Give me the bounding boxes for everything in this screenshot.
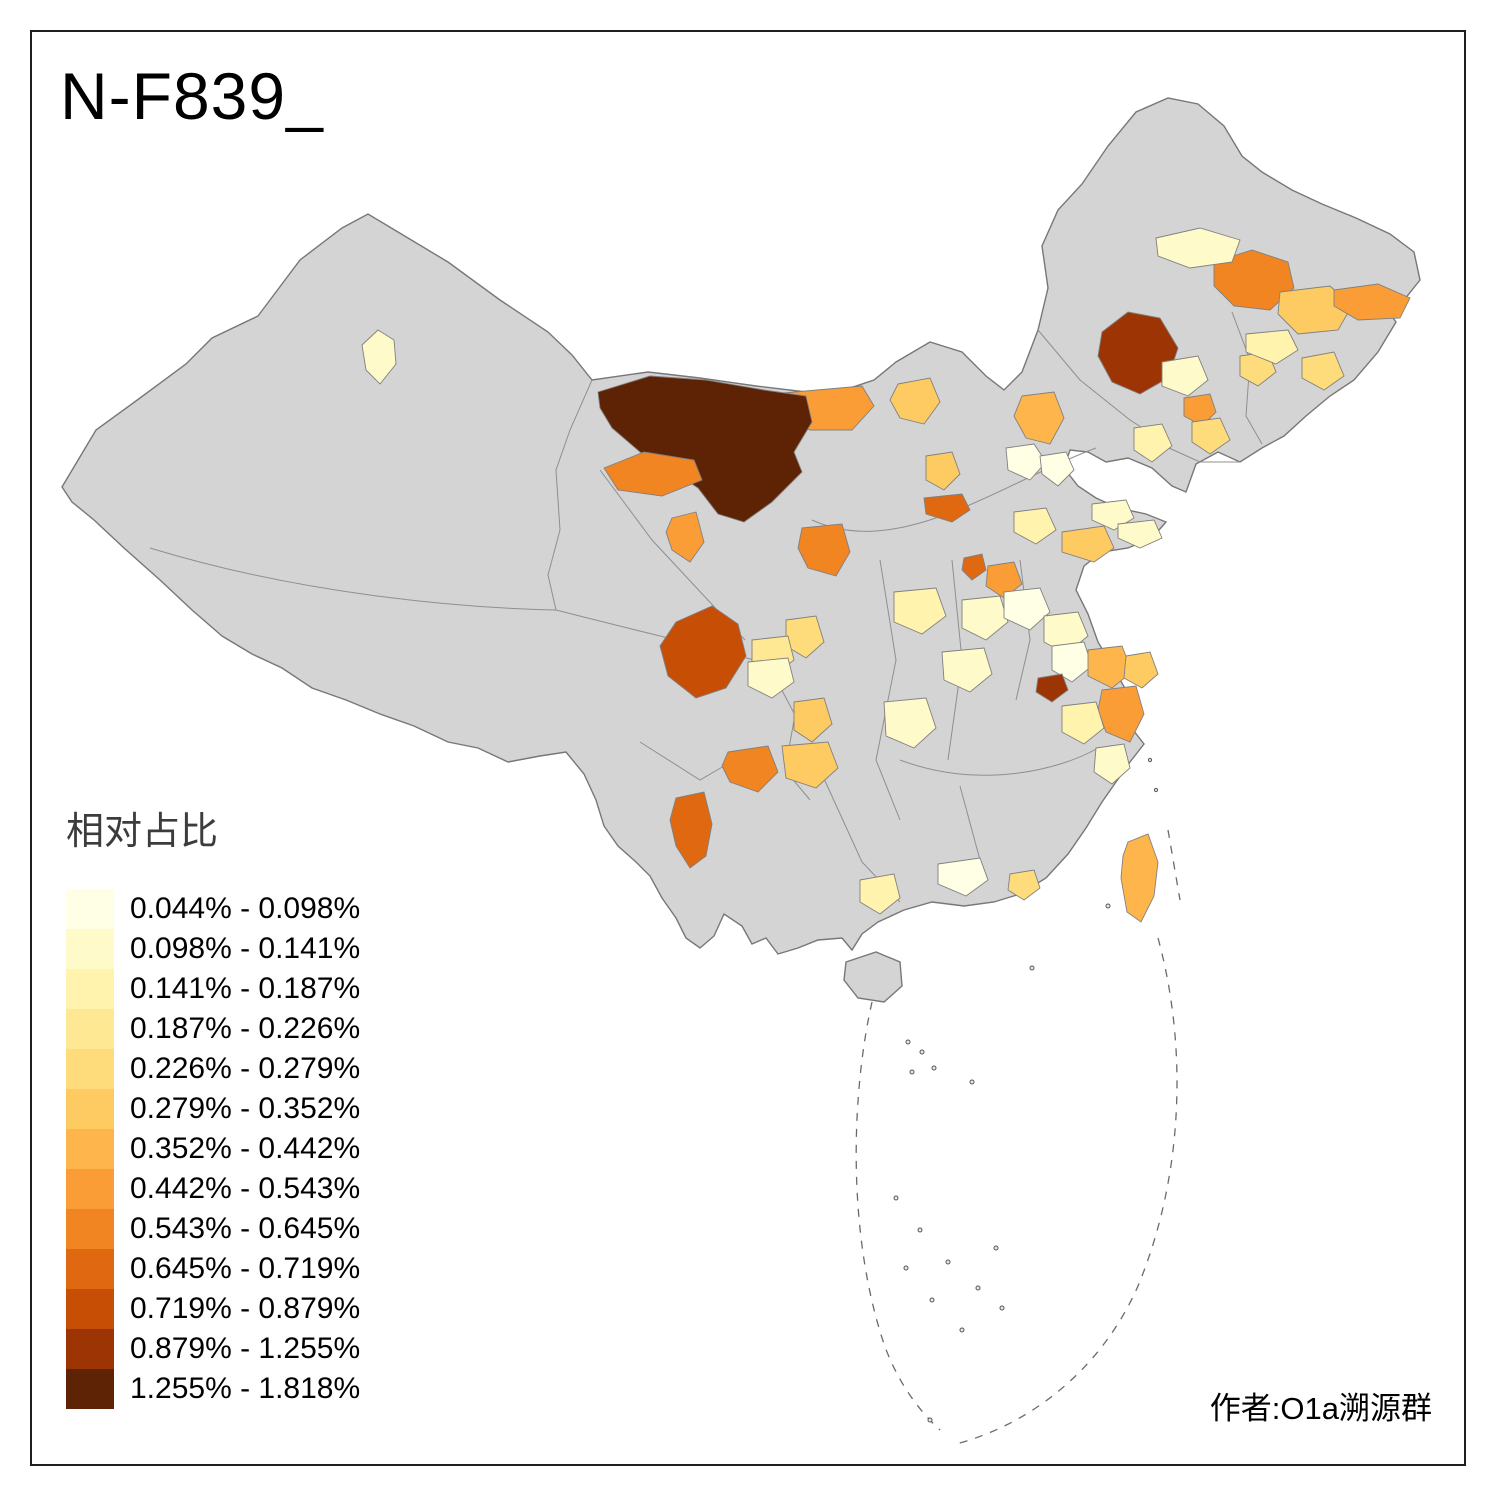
map-region [1035, 673, 1069, 703]
map-region [793, 697, 833, 743]
map-region [961, 595, 1009, 641]
map-region [797, 523, 851, 577]
legend-label: 1.255% - 1.818% [130, 1372, 361, 1405]
legend-item: 0.879% - 1.255% [66, 1329, 360, 1369]
legend-item: 0.645% - 0.719% [66, 1249, 360, 1289]
map-region [1277, 285, 1353, 335]
map-region [925, 451, 961, 491]
legend-item: 0.044% - 0.098% [66, 889, 360, 929]
legend-item: 0.719% - 0.879% [66, 1289, 360, 1329]
legend-label: 0.098% - 0.141% [130, 932, 361, 965]
legend-swatch [66, 1329, 114, 1369]
map-region [1191, 417, 1231, 455]
legend-item: 1.255% - 1.818% [66, 1369, 360, 1409]
legend-label: 0.442% - 0.543% [130, 1172, 361, 1205]
map-region [747, 657, 795, 699]
map-region [1007, 869, 1041, 901]
legend-label: 0.645% - 0.719% [130, 1252, 361, 1285]
legend-label: 0.141% - 0.187% [130, 972, 361, 1005]
map-region [1039, 451, 1075, 487]
chart-title: N-F839_ [60, 59, 324, 133]
legend-label: 0.187% - 0.226% [130, 1012, 361, 1045]
south-china-sea-islands [893, 757, 1159, 1423]
map-region [1123, 651, 1159, 689]
hainan-island [843, 951, 903, 1003]
legend-items: 0.044% - 0.098% 0.098% - 0.141% 0.141% -… [66, 889, 360, 1409]
legend-label: 0.719% - 0.879% [130, 1292, 361, 1325]
legend-item: 0.352% - 0.442% [66, 1129, 360, 1169]
map-region [889, 377, 941, 425]
map-region [923, 493, 971, 523]
legend-swatch [66, 1169, 114, 1209]
map-regions [361, 227, 1411, 923]
map-region [603, 451, 703, 497]
map-region [1061, 525, 1115, 563]
map-region [1087, 645, 1133, 689]
legend-swatch [66, 969, 114, 1009]
legend-item: 0.543% - 0.645% [66, 1209, 360, 1249]
legend-swatch [66, 1129, 114, 1169]
legend-label: 0.879% - 1.255% [130, 1332, 361, 1365]
legend-item: 0.098% - 0.141% [66, 929, 360, 969]
legend-item: 0.187% - 0.226% [66, 1009, 360, 1049]
legend-item: 0.279% - 0.352% [66, 1089, 360, 1129]
map-region [1161, 355, 1209, 397]
map-region [937, 857, 989, 897]
legend-title: 相对占比 [66, 811, 219, 853]
map-region [1155, 227, 1241, 269]
map-region [1333, 283, 1411, 321]
map-region [659, 605, 747, 699]
map-region [1013, 391, 1065, 445]
legend-label: 0.543% - 0.645% [130, 1212, 361, 1245]
legend-label: 0.226% - 0.279% [130, 1052, 361, 1085]
map-region [1301, 351, 1345, 391]
map-region [1133, 423, 1173, 463]
legend-swatch [66, 1209, 114, 1249]
map-region [1003, 587, 1051, 631]
map-region [781, 741, 839, 789]
legend-swatch [66, 929, 114, 969]
legend-label: 0.279% - 0.352% [130, 1092, 361, 1125]
map-region [1093, 743, 1131, 785]
legend-item: 0.141% - 0.187% [66, 969, 360, 1009]
map-region-taiwan [1120, 833, 1159, 923]
map-region [669, 791, 713, 869]
legend-swatch [66, 1089, 114, 1129]
legend-item: 0.442% - 0.543% [66, 1169, 360, 1209]
legend-label: 0.044% - 0.098% [130, 892, 361, 925]
legend-swatch [66, 889, 114, 929]
map-region [597, 375, 813, 523]
legend-item: 0.226% - 0.279% [66, 1049, 360, 1089]
legend-swatch [66, 1369, 114, 1409]
legend-swatch [66, 1049, 114, 1089]
legend-swatch [66, 1009, 114, 1049]
map-region [1005, 443, 1047, 481]
legend: 相对占比 0.044% - 0.098% 0.098% - 0.141% 0.1… [66, 800, 360, 1409]
map-region [941, 647, 993, 693]
legend-swatch [66, 1249, 114, 1289]
map-region [1117, 519, 1163, 549]
map-region [883, 697, 937, 749]
legend-swatch [66, 1289, 114, 1329]
map-region [859, 873, 901, 915]
map-region [721, 745, 779, 793]
map-region [961, 553, 987, 581]
map-region [1061, 701, 1105, 745]
map-region [665, 511, 705, 563]
map-region [1245, 329, 1299, 365]
map-region [361, 329, 397, 385]
map-region [1183, 393, 1217, 427]
legend-label: 0.352% - 0.442% [130, 1132, 361, 1165]
map-region [893, 587, 947, 635]
map-region [1051, 641, 1093, 683]
attribution: 作者:O1a溯源群 [1209, 1391, 1432, 1426]
map-region [1013, 507, 1057, 545]
south-china-sea-boundary [855, 829, 1181, 1445]
